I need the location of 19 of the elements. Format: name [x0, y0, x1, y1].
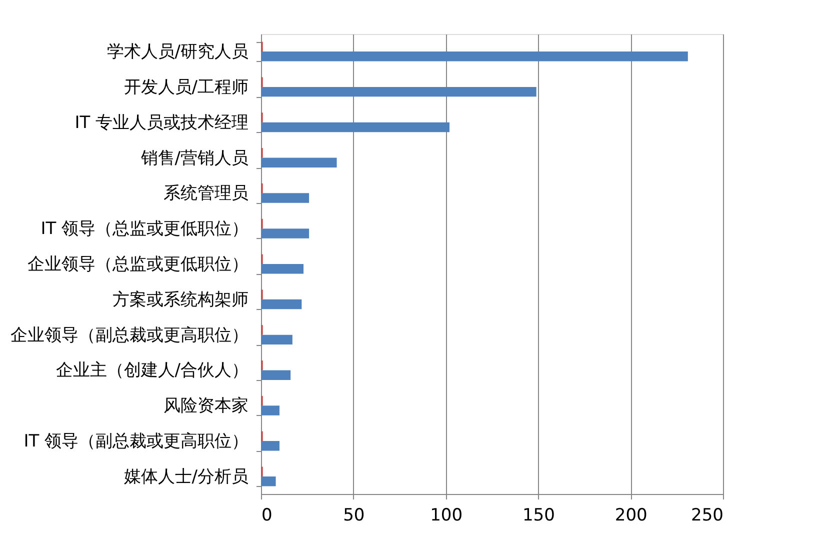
- y-tick-label: IT 领导（总监或更低职位）: [40, 219, 248, 240]
- x-tick-label: 100: [430, 506, 463, 526]
- y-tick-label: 企业领导（副总裁或更高职位）: [10, 325, 248, 346]
- y-tick-label: 系统管理员: [164, 184, 248, 204]
- y-tick-label: 方案或系统构架师: [112, 290, 248, 310]
- x-tick-label: 150: [522, 506, 555, 526]
- x-tick-label: 250: [691, 506, 724, 526]
- y-tick-label: 学术人员/研究人员: [106, 42, 248, 62]
- y-tick-label: 开发人员/工程师: [124, 77, 248, 98]
- y-tick-label: 企业主（创建人/合伙人）: [56, 360, 248, 381]
- y-tick-label: 风险资本家: [164, 396, 248, 416]
- x-tick-label: 200: [614, 506, 648, 526]
- x-tick-label: 0: [262, 506, 272, 526]
- y-tick-label: 企业领导（总监或更低职位）: [28, 254, 248, 274]
- y-tick-label: IT 专业人员或技术经理: [74, 112, 248, 133]
- x-tick-label: 50: [343, 506, 365, 526]
- y-tick-label: 媒体人士/分析员: [124, 466, 248, 487]
- y-tick-label: IT 领导（副总裁或更高职位）: [24, 432, 248, 452]
- y-tick-label: 销售/营销人员: [140, 148, 248, 168]
